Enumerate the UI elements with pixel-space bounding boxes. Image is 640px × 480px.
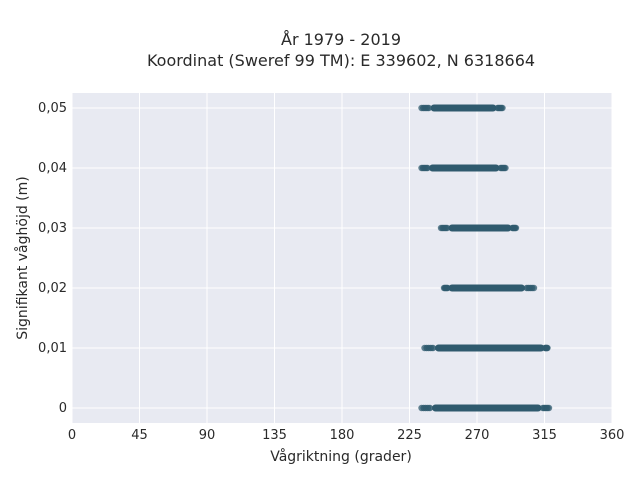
x-tick-label: 0 — [68, 428, 76, 443]
point-group — [421, 344, 551, 352]
y-tick-labels: 0 0,01 0,02 0,03 0,04 0,05 — [38, 101, 67, 416]
point-group — [437, 224, 520, 232]
data-point — [529, 284, 536, 292]
y-tick-label: 0,05 — [38, 101, 67, 116]
data-point — [426, 404, 434, 412]
y-axis-label: Signifikant våghöjd (m) — [14, 176, 31, 339]
point-group — [418, 164, 509, 172]
chart-title-line2: Koordinat (Sweref 99 TM): E 339602, N 63… — [147, 51, 535, 70]
y-tick-label: 0,02 — [38, 281, 67, 296]
point-group — [418, 404, 553, 412]
x-tick-label: 45 — [131, 428, 148, 443]
data-point — [544, 404, 551, 412]
data-point — [425, 104, 432, 112]
x-tick-label: 315 — [532, 428, 557, 443]
data-point — [424, 164, 431, 172]
dense-point-band — [448, 224, 512, 232]
x-tick-label: 270 — [465, 428, 490, 443]
point-group — [418, 104, 506, 112]
dense-point-band — [429, 164, 500, 172]
data-point — [498, 104, 505, 112]
dense-point-band — [430, 104, 497, 112]
chart-title-line1: År 1979 - 2019 — [281, 30, 401, 49]
x-tick-labels: 0 45 90 135 180 225 270 315 360 — [68, 428, 625, 443]
data-point — [511, 224, 519, 232]
data-point — [444, 284, 451, 292]
data-point — [429, 344, 437, 352]
dense-point-band — [435, 344, 545, 352]
y-tick-label: 0 — [59, 401, 67, 416]
dense-point-band — [448, 284, 525, 292]
data-point — [443, 224, 451, 232]
x-tick-label: 180 — [330, 428, 355, 443]
y-tick-label: 0,01 — [38, 341, 67, 356]
point-group — [440, 284, 538, 292]
x-tick-label: 360 — [600, 428, 625, 443]
data-points — [418, 104, 553, 412]
x-axis-label: Vågriktning (grader) — [270, 448, 412, 465]
dense-point-band — [432, 404, 542, 412]
data-point — [501, 164, 508, 172]
data-point — [543, 344, 551, 352]
x-tick-label: 135 — [262, 428, 287, 443]
y-tick-label: 0,03 — [38, 221, 67, 236]
y-tick-label: 0,04 — [38, 161, 67, 176]
x-tick-label: 225 — [397, 428, 422, 443]
x-tick-label: 90 — [199, 428, 216, 443]
